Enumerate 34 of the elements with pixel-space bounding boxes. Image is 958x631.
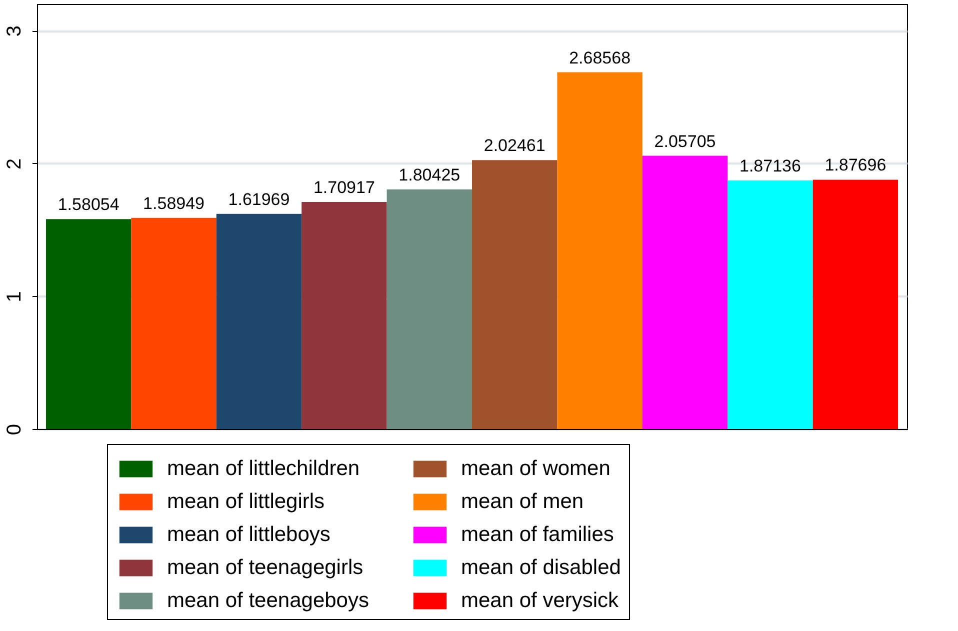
bar — [728, 180, 813, 429]
bar — [216, 214, 302, 429]
y-tick-label: 2 — [4, 158, 26, 170]
bar — [812, 180, 898, 429]
legend-label: mean of littlechildren — [167, 457, 360, 480]
y-tick-label: 0 — [4, 424, 26, 436]
data-label: 1.87136 — [739, 156, 801, 176]
y-tick-label: 1 — [4, 291, 26, 302]
data-label: 2.68568 — [569, 48, 631, 68]
data-label: 2.02461 — [484, 136, 546, 156]
bar — [642, 156, 728, 429]
legend-label: mean of men — [461, 490, 584, 513]
data-label: 1.58949 — [143, 194, 205, 213]
legend-label: mean of teenagegirls — [167, 556, 364, 579]
data-label: 1.70917 — [313, 178, 375, 197]
legend-label: mean of women — [461, 457, 610, 480]
legend-label: mean of littlegirls — [167, 490, 325, 513]
data-label: 1.80425 — [398, 165, 460, 184]
data-label: 2.05705 — [654, 132, 716, 151]
legend-label: mean of littleboys — [167, 523, 330, 546]
bar — [46, 219, 132, 429]
bar — [386, 189, 472, 429]
legend-label: mean of teenageboys — [167, 589, 369, 612]
bar — [302, 202, 387, 429]
y-tick-label: 3 — [4, 26, 26, 37]
data-label: 1.61969 — [228, 190, 290, 209]
data-label: 1.87696 — [824, 156, 886, 175]
bar — [557, 72, 642, 429]
legend-label: mean of verysick — [461, 589, 620, 612]
bar — [472, 160, 558, 429]
legend-label: mean of disabled — [461, 556, 621, 579]
data-label: 1.58054 — [58, 195, 120, 214]
legend-label: mean of families — [461, 523, 614, 546]
bar — [131, 218, 216, 429]
